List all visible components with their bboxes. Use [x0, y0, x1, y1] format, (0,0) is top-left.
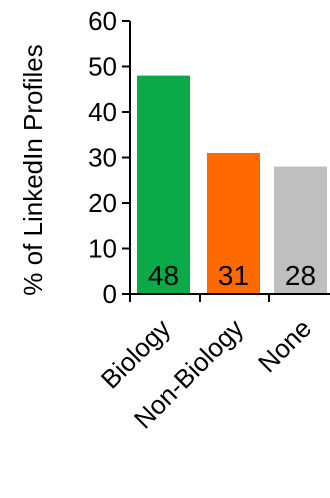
bar-biology [137, 75, 190, 294]
data-label-biology: 48 [148, 260, 179, 291]
y-tick-label-40: 40 [88, 97, 117, 127]
bar-non-biology [207, 152, 260, 294]
y-tick-label-60: 60 [88, 6, 117, 36]
x-category-label-none: None [252, 313, 317, 378]
y-tick-label-20: 20 [88, 188, 117, 218]
y-tick-label-50: 50 [88, 52, 117, 82]
y-tick-label-0: 0 [103, 279, 117, 309]
y-tick-label-30: 30 [88, 143, 117, 173]
data-label-non-biology: 31 [218, 260, 249, 291]
y-tick-label-10: 10 [88, 234, 117, 264]
bar-none [274, 166, 327, 294]
data-label-none: 28 [285, 260, 316, 291]
y-axis-label: % of LinkedIn Profiles [18, 44, 48, 295]
